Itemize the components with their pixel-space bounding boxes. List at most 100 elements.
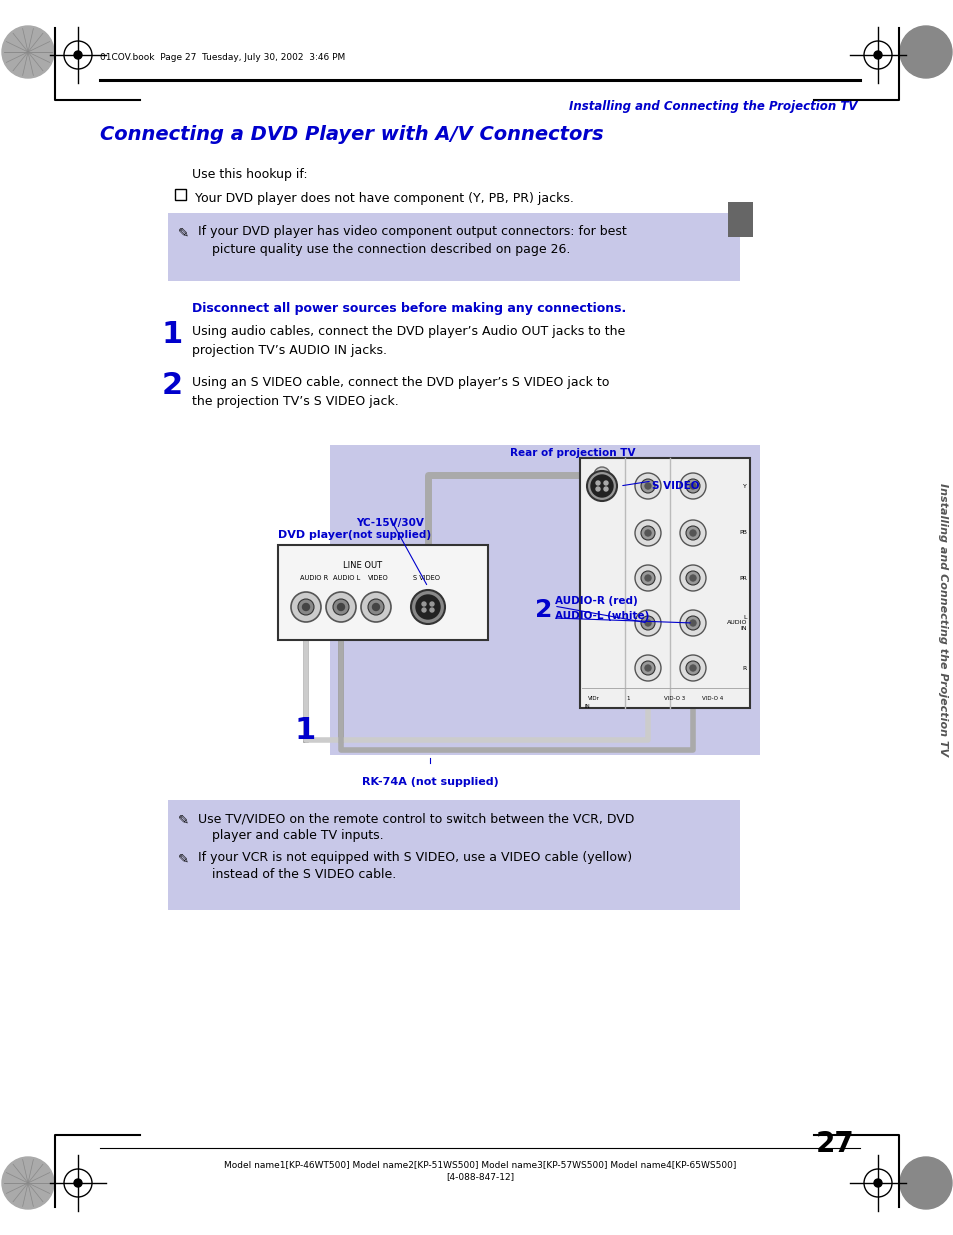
- Circle shape: [590, 475, 613, 496]
- Text: S VIDEO: S VIDEO: [651, 480, 699, 492]
- Circle shape: [586, 471, 617, 501]
- Circle shape: [337, 604, 344, 610]
- Circle shape: [333, 599, 349, 615]
- Text: 01COV.book  Page 27  Tuesday, July 30, 2002  3:46 PM: 01COV.book Page 27 Tuesday, July 30, 200…: [100, 53, 345, 63]
- Text: Rear of projection TV: Rear of projection TV: [510, 448, 635, 458]
- Circle shape: [679, 564, 705, 592]
- Circle shape: [416, 595, 439, 619]
- Circle shape: [685, 571, 700, 585]
- Circle shape: [603, 480, 607, 485]
- Circle shape: [644, 530, 650, 536]
- Circle shape: [640, 661, 655, 676]
- Text: PB: PB: [739, 531, 746, 536]
- Circle shape: [873, 1179, 882, 1187]
- Text: PR: PR: [739, 576, 746, 580]
- Circle shape: [689, 483, 696, 489]
- Text: S VIDEO: S VIDEO: [413, 576, 439, 580]
- Text: VIDr: VIDr: [587, 697, 599, 701]
- Bar: [579, 458, 749, 708]
- Bar: [277, 545, 488, 640]
- Circle shape: [635, 520, 660, 546]
- Circle shape: [689, 620, 696, 626]
- Circle shape: [644, 576, 650, 580]
- Circle shape: [2, 1157, 54, 1209]
- Text: 2: 2: [162, 370, 183, 400]
- Circle shape: [635, 564, 660, 592]
- Circle shape: [685, 661, 700, 676]
- Text: DVD player: DVD player: [277, 530, 348, 540]
- Circle shape: [689, 530, 696, 536]
- Text: Disconnect all power sources before making any connections.: Disconnect all power sources before maki…: [192, 303, 625, 315]
- Text: AUDIO R: AUDIO R: [299, 576, 328, 580]
- Text: AUDIO L: AUDIO L: [333, 576, 360, 580]
- Bar: [168, 212, 740, 282]
- Circle shape: [685, 526, 700, 540]
- Circle shape: [640, 571, 655, 585]
- Circle shape: [640, 616, 655, 630]
- Circle shape: [596, 487, 599, 492]
- Text: Use TV/VIDEO on the remote control to switch between the VCR, DVD: Use TV/VIDEO on the remote control to sw…: [198, 811, 634, 825]
- Bar: [330, 445, 760, 755]
- Bar: [727, 203, 752, 237]
- Text: 27: 27: [816, 1130, 854, 1158]
- Circle shape: [594, 467, 609, 483]
- Text: L
AUDIO
IN: L AUDIO IN: [726, 615, 746, 631]
- Circle shape: [368, 599, 384, 615]
- Circle shape: [689, 664, 696, 671]
- Circle shape: [640, 526, 655, 540]
- Text: AUDIO-R (red): AUDIO-R (red): [555, 597, 638, 606]
- Circle shape: [297, 599, 314, 615]
- Text: Your DVD player does not have component (Y, PB, PR) jacks.: Your DVD player does not have component …: [194, 191, 574, 205]
- Text: If your DVD player has video component output connectors: for best: If your DVD player has video component o…: [198, 225, 626, 238]
- Circle shape: [635, 655, 660, 680]
- Text: 1: 1: [625, 697, 629, 701]
- Circle shape: [679, 610, 705, 636]
- Circle shape: [372, 604, 379, 610]
- Text: RK-74A (not supplied): RK-74A (not supplied): [361, 777, 497, 787]
- Circle shape: [644, 483, 650, 489]
- Text: VID-O 3: VID-O 3: [663, 697, 684, 701]
- Text: Installing and Connecting the Projection TV: Installing and Connecting the Projection…: [937, 483, 947, 757]
- Bar: [174, 189, 186, 200]
- Circle shape: [421, 601, 426, 606]
- Text: Model name1[KP-46WT500] Model name2[KP-51WS500] Model name3[KP-57WS500] Model na: Model name1[KP-46WT500] Model name2[KP-5…: [224, 1160, 736, 1182]
- Text: LINE OUT: LINE OUT: [343, 561, 382, 571]
- Text: ✎: ✎: [178, 853, 189, 866]
- Text: R: R: [742, 666, 746, 671]
- Circle shape: [679, 520, 705, 546]
- Circle shape: [899, 1157, 951, 1209]
- Text: Use this hookup if:: Use this hookup if:: [192, 168, 307, 182]
- Circle shape: [679, 655, 705, 680]
- Circle shape: [635, 610, 660, 636]
- Text: 1: 1: [294, 716, 315, 745]
- Text: If your VCR is not equipped with S VIDEO, use a VIDEO cable (yellow): If your VCR is not equipped with S VIDEO…: [198, 851, 632, 864]
- Circle shape: [685, 479, 700, 493]
- Text: YC-15V/30V
(not supplied): YC-15V/30V (not supplied): [348, 517, 431, 540]
- Circle shape: [74, 1179, 82, 1187]
- Circle shape: [639, 615, 656, 631]
- Circle shape: [326, 592, 355, 622]
- Circle shape: [640, 479, 655, 493]
- Circle shape: [873, 51, 882, 59]
- Text: Using an S VIDEO cable, connect the DVD player’s S VIDEO jack to
the projection : Using an S VIDEO cable, connect the DVD …: [192, 375, 609, 408]
- Circle shape: [421, 608, 426, 613]
- Text: IN: IN: [584, 704, 590, 709]
- Circle shape: [430, 601, 434, 606]
- Text: ✎: ✎: [178, 227, 189, 240]
- Text: VIDEO: VIDEO: [368, 576, 388, 580]
- Bar: [168, 800, 740, 910]
- Text: Installing and Connecting the Projection TV: Installing and Connecting the Projection…: [569, 100, 857, 112]
- Circle shape: [679, 473, 705, 499]
- Circle shape: [302, 604, 309, 610]
- Circle shape: [2, 26, 54, 78]
- Circle shape: [430, 608, 434, 613]
- Circle shape: [899, 26, 951, 78]
- Text: instead of the S VIDEO cable.: instead of the S VIDEO cable.: [212, 868, 395, 881]
- Circle shape: [684, 615, 700, 631]
- Text: picture quality use the connection described on page 26.: picture quality use the connection descr…: [212, 243, 570, 256]
- Circle shape: [603, 487, 607, 492]
- Circle shape: [644, 664, 650, 671]
- Text: Y: Y: [742, 483, 746, 489]
- Circle shape: [596, 480, 599, 485]
- Text: Connecting a DVD Player with A/V Connectors: Connecting a DVD Player with A/V Connect…: [100, 125, 603, 144]
